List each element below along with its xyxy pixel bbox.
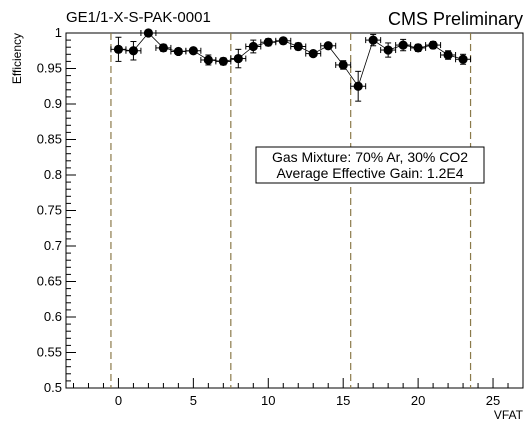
data-point [293,41,303,52]
data-point [443,50,453,60]
data-point [248,41,258,52]
y-tick-label: 0.75 [37,203,62,218]
x-tick-label: 0 [115,393,122,408]
data-point [203,55,213,65]
data-point [278,36,288,46]
data-point [143,28,154,38]
annotation-line: Gas Mixture: 70% Ar, 30% CO2 [272,149,468,165]
y-tick-label: 0.95 [37,61,62,76]
x-axis-title: VFAT [494,408,524,421]
y-axis-title: Efficiency [10,33,24,84]
data-point [233,53,243,64]
y-tick-label: 0.55 [37,345,62,360]
y-tick-label: 0.5 [44,380,62,395]
data-point [398,40,408,50]
data-point [263,37,273,47]
x-tick-label: 25 [486,393,500,408]
data-point [128,46,139,56]
data-point [458,54,468,64]
y-tick-label: 0.65 [37,274,62,289]
y-tick-label: 0.7 [44,238,62,253]
data-point [323,41,333,51]
data-point [353,81,363,91]
data-point [308,48,318,59]
y-tick-label: 0.6 [44,309,62,324]
data-point [113,44,124,54]
y-tick-label: 1 [55,25,62,40]
data-point [428,40,438,50]
data-point [218,56,228,66]
y-tick-label: 0.9 [44,96,62,111]
data-point [413,43,423,53]
data-point [173,46,183,57]
y-tick-label: 0.8 [44,167,62,182]
x-tick-label: 10 [261,393,275,408]
x-tick-label: 5 [190,393,197,408]
plot-frame [65,32,524,389]
data-point [158,43,168,53]
annotation-line: Average Effective Gain: 1.2E4 [276,165,463,181]
chart-title-right: CMS Preliminary [388,9,523,29]
chart-title-left: GE1/1-X-S-PAK-0001 [66,9,211,26]
data-point [368,35,378,45]
annotation-frame [255,146,485,184]
data-point [188,46,198,56]
data-point [338,60,348,70]
data-point [383,45,393,55]
y-tick-label: 0.85 [37,132,62,147]
x-tick-label: 20 [411,393,425,408]
x-tick-label: 15 [336,393,350,408]
